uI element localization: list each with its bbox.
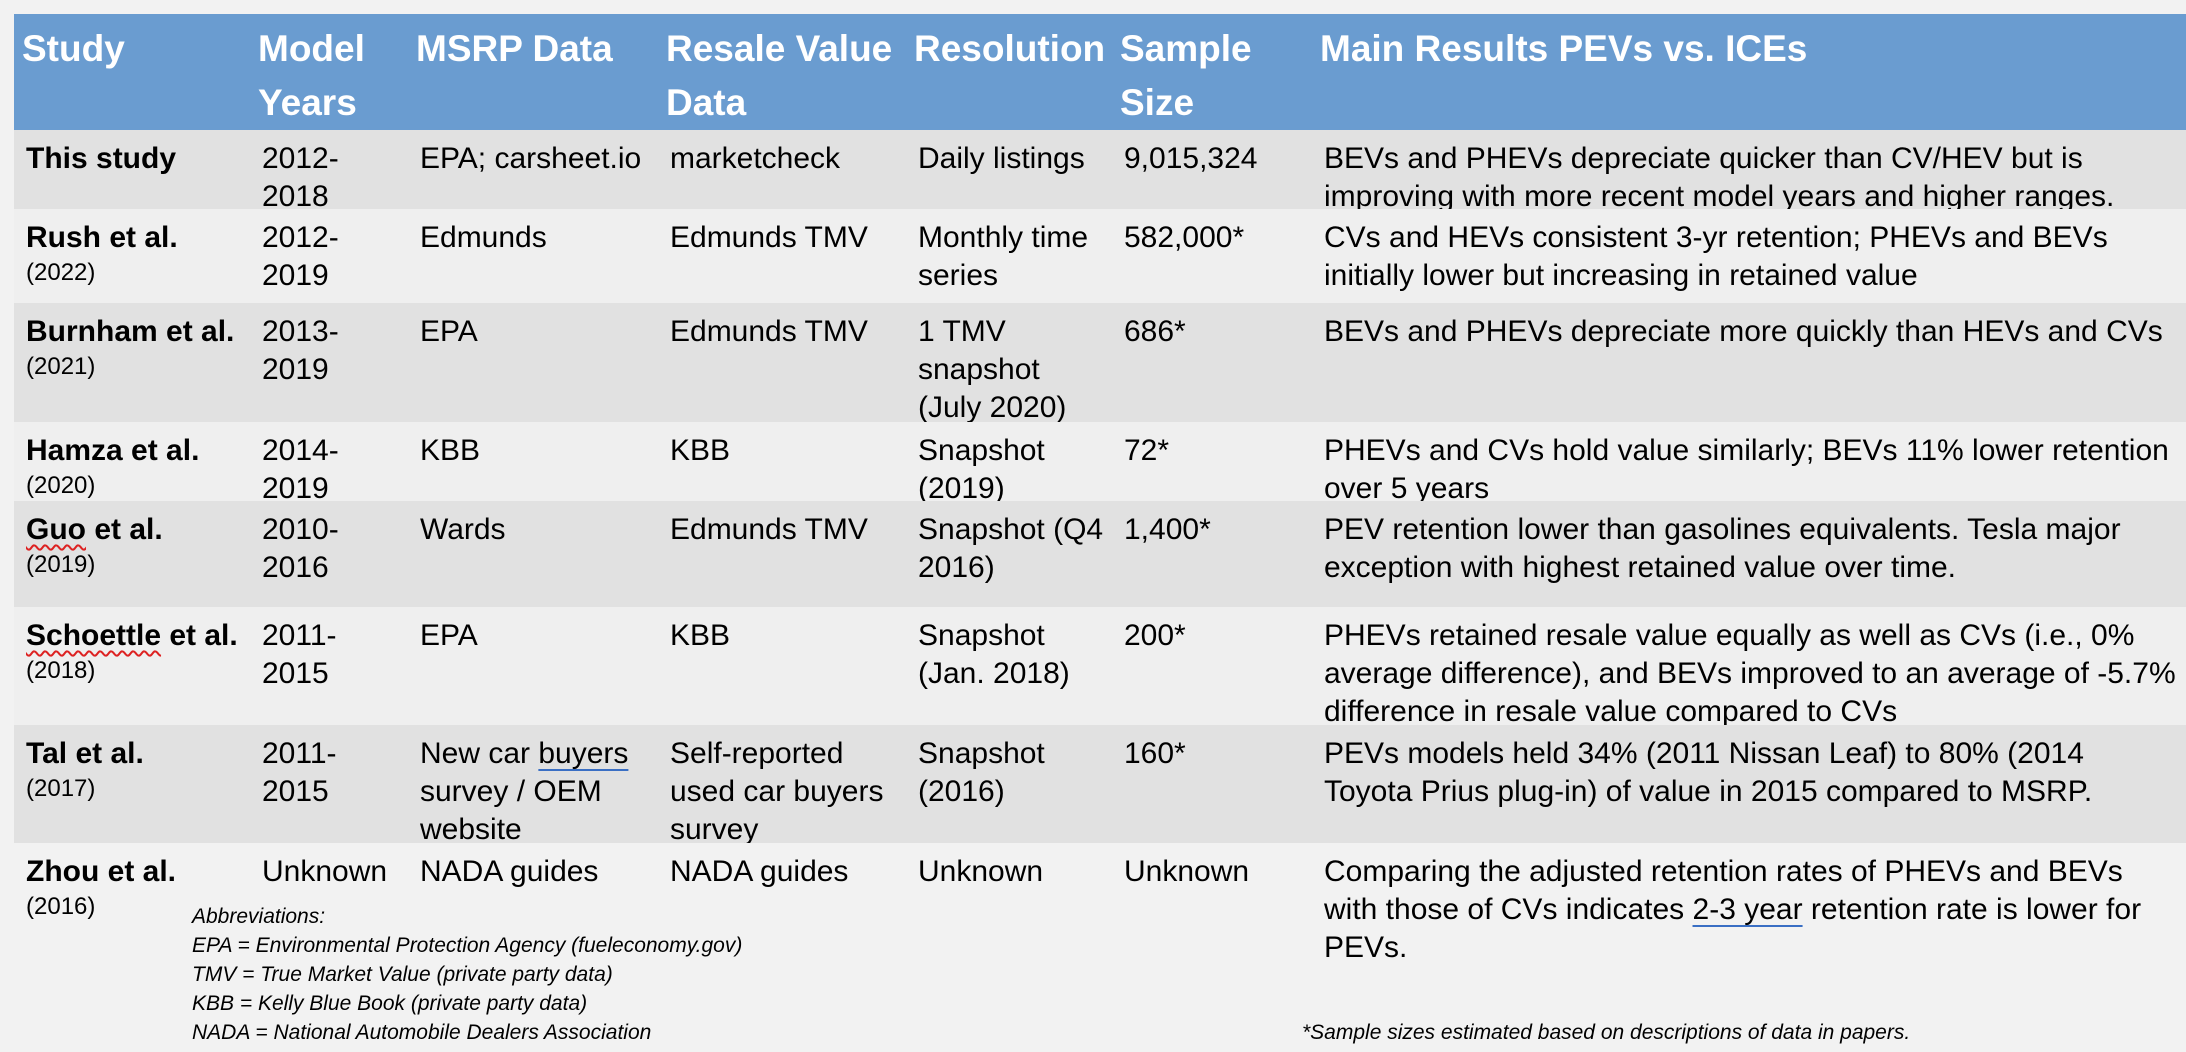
row-0-result: BEVs and PHEVs depreciate quicker than C… [1312,130,2186,213]
row-3-model-years: 2014-2019 [250,422,408,505]
row-6-msrp: New car buyers survey / OEM website [408,725,658,846]
underlined-phrase: 2-3 year [1692,893,1803,926]
sample-size-footnote: *Sample sizes estimated based on descrip… [1302,1021,1911,1044]
row-7-msrp: NADA guides [408,843,658,933]
study-year: (2016) [26,893,96,920]
study-name: Hamza et al. [26,434,200,467]
study-name: Zhou et al. [26,855,176,888]
study-year: (2019) [26,551,96,578]
study-name: Burnham et al. [26,315,235,348]
row-7-study: Zhou et al. (2016) [14,843,250,933]
header-sample-size: Sample Size [1112,14,1312,130]
row-3-study: Hamza et al. (2020) [14,422,250,501]
row-4-model-years: 2010-2016 [250,501,408,607]
row-1-resale: Edmunds TMV [658,209,906,303]
study-year: (2018) [26,657,96,684]
row-1-result: CVs and HEVs consistent 3-yr retention; … [1312,209,2186,303]
row-5-sample: 200* [1112,607,1312,725]
row-0-sample: 9,015,324 [1112,130,1312,209]
spellcheck-word: Schoettle [26,619,162,652]
row-0-model-years: 2012-2018 [250,130,408,213]
row-6-model-years: 2011-2015 [250,725,408,843]
study-year: (2022) [26,259,96,286]
row-7-result: Comparing the adjusted retention rates o… [1312,843,2186,964]
row-6-sample: 160* [1112,725,1312,843]
row-4-study: Guo et al. (2019) [14,501,250,607]
row-6-study: Tal et al. (2017) [14,725,250,843]
abbreviation-epa: EPA = Environmental Protection Agency (f… [192,934,743,957]
row-2-resolution: 1 TMV snapshot (July 2020) [906,303,1112,424]
row-4-result: PEV retention lower than gasolines equiv… [1312,501,2186,607]
row-5-result: PHEVs retained resale value equally as w… [1312,607,2186,728]
abbreviations-note: Abbreviations: EPA = Environmental Prote… [192,902,742,1047]
row-2-model-years: 2013-2019 [250,303,408,422]
row-1-study: Rush et al. (2022) [14,209,250,303]
row-1-resolution: Monthly time series [906,209,1112,303]
row-7-sample: Unknown [1112,843,1312,933]
row-3-resolution: Snapshot (2019) [906,422,1112,505]
row-5-model-years: 2011-2015 [250,607,408,725]
header-msrp-data: MSRP Data [408,14,658,130]
header-main-results: Main Results PEVs vs. ICEs [1312,14,2186,130]
row-5-msrp: EPA [408,607,658,725]
header-resale-value-data: Resale Value Data [658,14,906,130]
row-3-sample: 72* [1112,422,1312,501]
study-name: Rush et al. [26,221,178,254]
row-7-resale: NADA guides [658,843,906,933]
abbreviation-kbb: KBB = Kelly Blue Book (private party dat… [192,992,588,1015]
study-name: Schoettle et al. [26,619,238,652]
row-3-result: PHEVs and CVs hold value similarly; BEVs… [1312,422,2186,505]
comparison-table: Study Model Years MSRP Data Resale Value… [14,14,2186,964]
row-1-sample: 582,000* [1112,209,1312,303]
row-2-msrp: EPA [408,303,658,422]
row-1-model-years: 2012-2019 [250,209,408,303]
row-5-resolution: Snapshot (Jan. 2018) [906,607,1112,725]
study-name: Tal et al. [26,737,144,770]
row-0-resale: marketcheck [658,130,906,209]
row-0-resolution: Daily listings [906,130,1112,209]
row-3-resale: KBB [658,422,906,501]
underlined-word: buyers [538,737,629,770]
study-year: (2021) [26,353,96,380]
row-4-resolution: Snapshot (Q4 2016) [906,501,1112,607]
row-0-msrp: EPA; carsheet.io [408,130,658,209]
row-4-sample: 1,400* [1112,501,1312,607]
row-6-result: PEVs models held 34% (2011 Nissan Leaf) … [1312,725,2186,843]
header-resolution: Resolution [906,14,1112,130]
row-2-study: Burnham et al. (2021) [14,303,250,422]
row-6-resolution: Snapshot (2016) [906,725,1112,843]
row-3-msrp: KBB [408,422,658,501]
study-name: This study [26,142,177,175]
study-year: (2020) [26,472,96,499]
row-1-msrp: Edmunds [408,209,658,303]
header-study: Study [14,14,250,130]
abbreviation-tmv: TMV = True Market Value (private party d… [192,963,613,986]
row-0-study: This study [14,130,250,209]
study-name: Guo et al. [26,513,163,546]
row-5-study: Schoettle et al. (2018) [14,607,250,725]
row-2-sample: 686* [1112,303,1312,422]
row-7-resolution: Unknown [906,843,1112,933]
row-7-model-years: Unknown [250,843,408,933]
header-model-years: Model Years [250,14,408,130]
row-4-resale: Edmunds TMV [658,501,906,607]
abbreviations-title: Abbreviations: [192,905,326,928]
row-2-result: BEVs and PHEVs depreciate more quickly t… [1312,303,2186,422]
row-5-resale: KBB [658,607,906,725]
row-4-msrp: Wards [408,501,658,607]
row-6-resale: Self-reported used car buyers survey [658,725,906,846]
spellcheck-word: Guo [26,513,86,546]
row-2-resale: Edmunds TMV [658,303,906,422]
study-year: (2017) [26,775,96,802]
abbreviation-nada: NADA = National Automobile Dealers Assoc… [192,1021,652,1044]
